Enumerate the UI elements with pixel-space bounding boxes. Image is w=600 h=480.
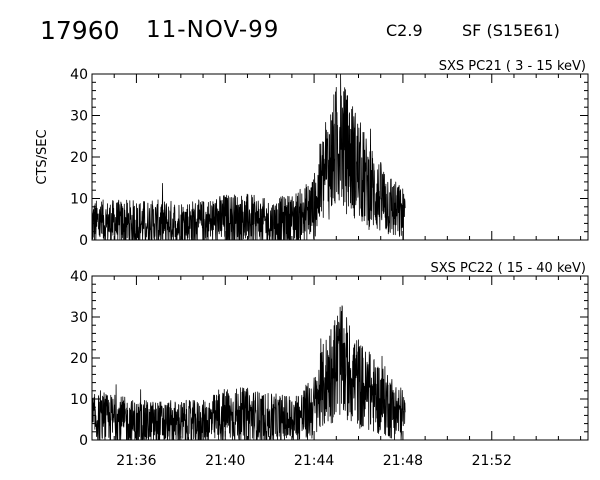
y-tick-label: 0 xyxy=(79,233,88,249)
y-tick-label: 20 xyxy=(70,351,88,367)
y-axis-label: CTS/SEC xyxy=(35,129,50,184)
flare-location: SF (S15E61) xyxy=(462,21,560,40)
panel-1: SXS PC21 ( 3 - 15 keV) 0 10 20 30 40 CTS/SEC xyxy=(35,59,589,249)
y-tick-label: 0 xyxy=(79,433,88,449)
series-line xyxy=(91,305,406,441)
x-tick-label: 21:36 xyxy=(116,453,156,469)
event-date: 11-NOV-99 xyxy=(146,17,280,43)
series-line xyxy=(91,73,406,241)
y-tick-label: 10 xyxy=(70,192,88,208)
goes-class: C2.9 xyxy=(386,21,423,40)
x-tick-label: 21:40 xyxy=(205,453,245,469)
x-tick-label: 21:52 xyxy=(472,453,512,469)
x-tick-label: 21:48 xyxy=(383,453,423,469)
y-tick-label: 40 xyxy=(70,67,88,83)
y-tick-label: 10 xyxy=(70,392,88,408)
y-tick-label: 30 xyxy=(70,310,88,326)
x-tick-label: 21:44 xyxy=(294,453,334,469)
event-id: 17960 xyxy=(40,16,120,45)
y-tick-label: 20 xyxy=(70,150,88,166)
y-tick-label: 30 xyxy=(70,109,88,125)
panel-title: SXS PC21 ( 3 - 15 keV) xyxy=(439,59,586,74)
panel-title: SXS PC22 ( 15 - 40 keV) xyxy=(430,261,586,276)
panel-2: SXS PC22 ( 15 - 40 keV) 0 10 20 30 40 21:36 21:… xyxy=(70,261,589,469)
y-tick-label: 40 xyxy=(70,269,88,285)
